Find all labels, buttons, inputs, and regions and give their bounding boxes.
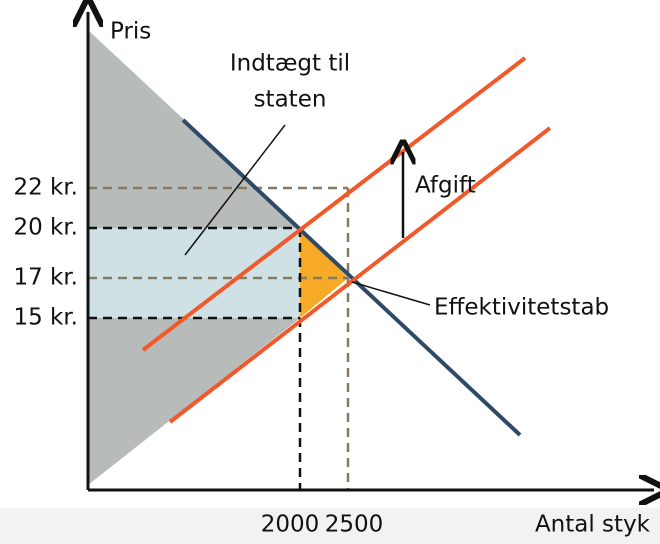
- x-tick-label: 2500: [325, 512, 384, 538]
- footer-band: [0, 508, 660, 544]
- supply-with-tax: [141, 56, 527, 352]
- y-tick-label: 17 kr.: [13, 265, 78, 291]
- deadweight-loss: [300, 228, 348, 318]
- supply-line: [168, 126, 552, 424]
- revenue-pointer: [184, 124, 286, 256]
- annotation: staten: [254, 87, 327, 113]
- y-axis-label: Pris: [110, 19, 151, 45]
- x-axis-label: Antal styk: [535, 512, 651, 538]
- annotation: Effektivitetstab: [434, 295, 609, 321]
- x-tick-label: 2000: [261, 512, 320, 538]
- y-tick-label: 15 kr.: [13, 305, 78, 331]
- y-tick-label: 20 kr.: [13, 215, 78, 241]
- tax-revenue-area: [88, 228, 300, 318]
- loss-pointer: [351, 281, 431, 306]
- annotation: Indtægt til: [230, 51, 350, 77]
- demand-line: [181, 118, 522, 437]
- annotation: Afgift: [415, 173, 476, 199]
- y-tick-label: 22 kr.: [13, 175, 78, 201]
